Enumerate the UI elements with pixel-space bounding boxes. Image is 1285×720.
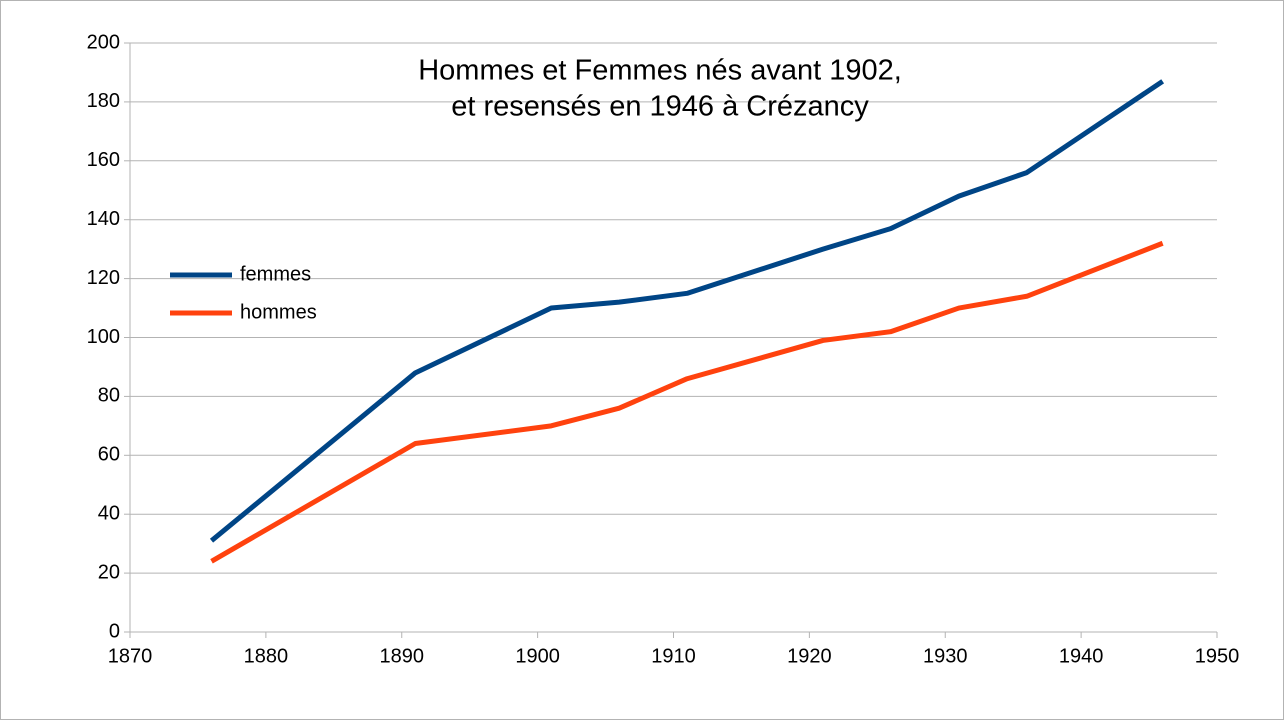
line-series	[209, 79, 1165, 543]
x-tick-label: 1870	[108, 645, 153, 667]
y-tick-label: 200	[87, 31, 120, 53]
chart-title: et resensés en 1946 à Crézancy	[451, 91, 869, 123]
y-tick-label: 40	[98, 502, 120, 524]
x-tick-label: 1920	[787, 645, 832, 667]
y-tick-label: 80	[98, 385, 120, 407]
x-tick-label: 1880	[244, 645, 289, 667]
y-tick-label: 60	[98, 444, 120, 466]
x-tick-label: 1950	[1195, 645, 1240, 667]
legend-label: hommes	[240, 301, 317, 323]
y-tick-label: 100	[87, 326, 120, 348]
y-tick-label: 20	[98, 561, 120, 583]
line-series	[210, 240, 1164, 564]
chart-title: Hommes et Femmes nés avant 1902,	[418, 55, 902, 87]
x-tick-label: 1900	[515, 645, 560, 667]
legend-label: femmes	[240, 263, 311, 285]
x-tick-label: 1910	[651, 645, 696, 667]
x-tick-label: 1890	[380, 645, 425, 667]
y-tick-label: 120	[87, 267, 120, 289]
y-tick-label: 140	[87, 208, 120, 230]
y-tick-label: 0	[109, 620, 120, 642]
x-tick-label: 1930	[923, 645, 968, 667]
y-tick-label: 180	[87, 90, 120, 112]
x-tick-label: 1940	[1059, 645, 1104, 667]
y-tick-label: 160	[87, 149, 120, 171]
